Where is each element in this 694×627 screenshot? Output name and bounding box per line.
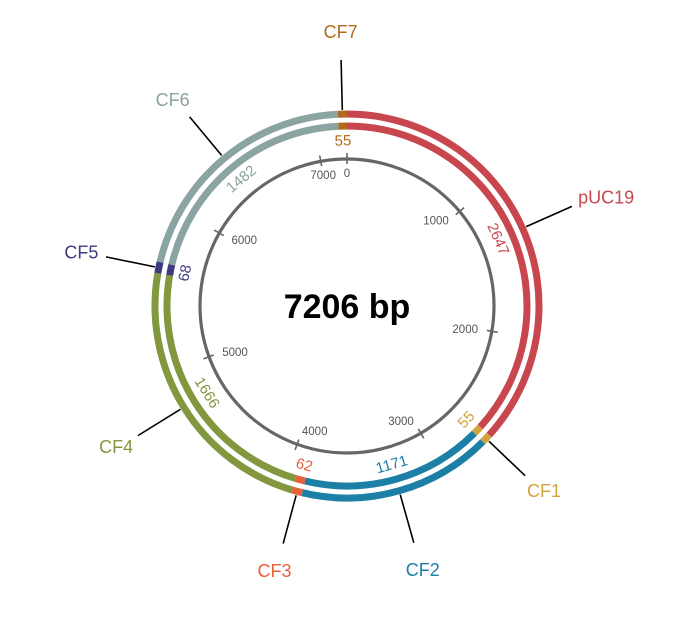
tick-label-5000: 5000 (222, 347, 248, 359)
segment-arc-cf2-outer (301, 439, 486, 502)
segment-puc19 (346, 110, 543, 438)
segment-label-puc19: pUC19 (578, 188, 634, 208)
segment-length-cf3: 62 (294, 455, 315, 476)
segment-cf1 (471, 424, 492, 445)
segment-label-cf4: CF4 (99, 437, 133, 457)
segment-arc-cf3-inner (294, 475, 306, 485)
tick-label-1000: 1000 (423, 215, 449, 227)
tick-mark-1000 (455, 206, 465, 216)
tick-mark-4000 (294, 439, 300, 451)
segment-arc-cf5-outer (154, 261, 164, 274)
tick-mark-6000 (213, 229, 225, 237)
leader-line-cf5 (105, 256, 156, 268)
segment-arc-puc19-inner (346, 122, 531, 430)
segment-label-cf6: CF6 (156, 90, 190, 110)
tick-mark-2000 (486, 329, 498, 334)
segment-cf7 (337, 110, 348, 130)
segment-label-cf2: CF2 (406, 560, 440, 580)
segments-layer (151, 110, 543, 502)
tick-label-0: 0 (344, 168, 350, 180)
segment-cf5 (154, 261, 176, 276)
segment-length-cf5: 68 (175, 263, 195, 283)
tick-label-2000: 2000 (452, 324, 478, 336)
leader-line-cf2 (399, 494, 415, 543)
total-length-label: 7206 bp (284, 288, 411, 326)
segment-cf6 (156, 110, 339, 266)
leader-line-cf3 (282, 495, 297, 544)
tick-mark-7000 (318, 155, 323, 167)
segment-arc-cf6-inner (168, 122, 339, 266)
segment-arc-cf6-outer (156, 110, 338, 263)
tick-label-7000: 7000 (310, 170, 336, 182)
segment-label-cf1: CF1 (527, 481, 561, 501)
segment-label-cf5: CF5 (64, 243, 98, 263)
leaders-layer (105, 60, 573, 544)
segment-arc-cf4-inner (163, 274, 297, 482)
segment-length-cf7: 55 (334, 132, 351, 149)
tick-label-4000: 4000 (302, 426, 328, 438)
segment-cf2 (301, 430, 486, 502)
segment-label-cf7: CF7 (324, 22, 358, 42)
segment-cf3 (291, 475, 306, 497)
labels-layer: pUC192647CF155CF21171CF362CF41666CF568CF… (64, 22, 634, 581)
segment-arc-cf3-outer (291, 486, 304, 497)
segment-arc-cf1-inner (471, 424, 483, 436)
leader-line-cf6 (189, 116, 223, 156)
tick-mark-5000 (203, 354, 215, 360)
leader-line-cf1 (488, 440, 526, 477)
tick-mark-3000 (417, 428, 425, 439)
leader-line-puc19 (525, 205, 573, 228)
segment-arc-cf2-inner (304, 430, 477, 490)
segment-cf4 (151, 272, 297, 494)
segment-arc-cf4-outer (151, 272, 294, 494)
segment-arc-puc19-outer (346, 110, 543, 438)
leader-line-cf7 (340, 60, 344, 111)
leader-line-cf4 (137, 408, 181, 437)
segment-arc-cf1-outer (480, 432, 492, 445)
segment-arc-cf5-inner (166, 264, 176, 276)
tick-label-6000: 6000 (232, 235, 258, 247)
tick-label-3000: 3000 (388, 416, 414, 428)
segment-label-cf3: CF3 (257, 561, 291, 581)
ticks-layer: 0 1000 2000 3000 4000 5000 6000 7000 (203, 153, 498, 451)
